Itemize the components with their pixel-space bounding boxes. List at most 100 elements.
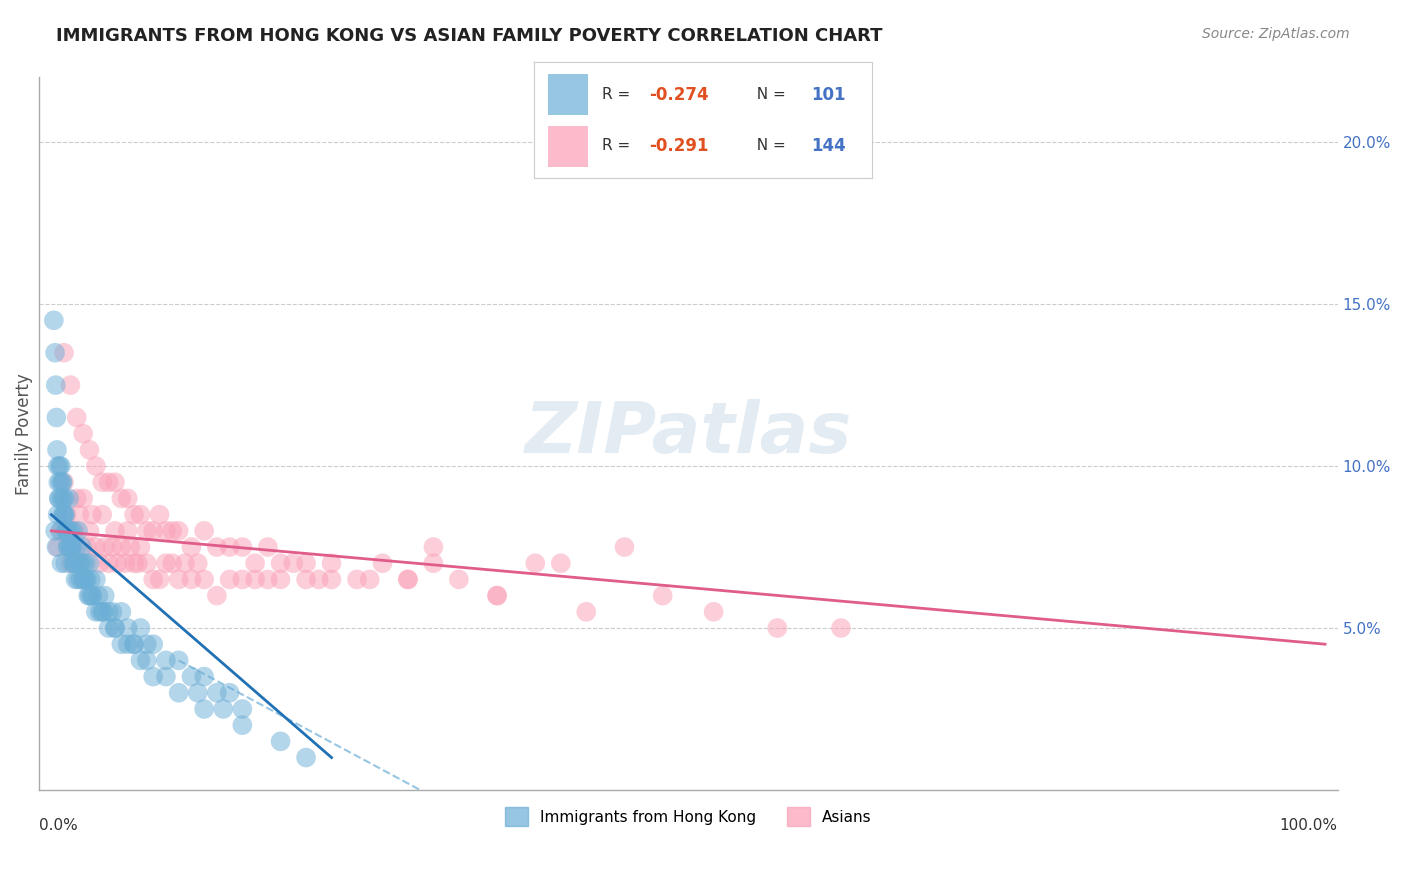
Point [87, 589, 110, 603]
Point [56, 540, 79, 554]
Point [155, 669, 177, 683]
Point [45, 540, 67, 554]
Point [91, 605, 114, 619]
Point [180, 573, 202, 587]
Point [94, 540, 117, 554]
Point [101, 605, 124, 619]
Point [60, 540, 83, 554]
Point [65, 556, 87, 570]
Point [53, 508, 76, 522]
Point [62, 524, 84, 538]
Point [135, 556, 157, 570]
Point [135, 653, 157, 667]
Point [162, 556, 184, 570]
Point [53, 508, 76, 522]
Point [135, 637, 157, 651]
FancyBboxPatch shape [548, 126, 588, 167]
Point [104, 524, 127, 538]
Point [613, 540, 636, 554]
Point [75, 573, 97, 587]
Point [79, 442, 101, 457]
Point [59, 378, 82, 392]
Text: 144: 144 [811, 137, 846, 155]
Point [447, 573, 470, 587]
Text: R =: R = [602, 87, 636, 103]
Point [53, 345, 76, 359]
Point [97, 621, 120, 635]
Point [308, 573, 330, 587]
Point [77, 589, 100, 603]
Text: R =: R = [602, 138, 636, 153]
Point [67, 508, 90, 522]
Point [122, 508, 145, 522]
Point [129, 508, 152, 522]
Point [67, 524, 90, 538]
Point [321, 556, 343, 570]
Point [231, 702, 253, 716]
Point [321, 573, 343, 587]
Point [524, 556, 547, 570]
Point [104, 621, 127, 635]
Point [218, 573, 240, 587]
Point [91, 475, 114, 490]
Point [79, 589, 101, 603]
Point [107, 556, 129, 570]
Point [48, 491, 70, 506]
Point [55, 524, 77, 538]
Point [93, 605, 115, 619]
Point [45, 410, 67, 425]
Point [295, 573, 318, 587]
Point [180, 540, 202, 554]
Point [148, 573, 170, 587]
Point [48, 491, 70, 506]
Point [256, 573, 278, 587]
Point [187, 556, 209, 570]
Text: Source: ZipAtlas.com: Source: ZipAtlas.com [1202, 27, 1350, 41]
Point [218, 686, 240, 700]
Point [550, 556, 572, 570]
Point [129, 540, 152, 554]
Point [122, 637, 145, 651]
Point [193, 524, 215, 538]
Point [84, 540, 107, 554]
Point [97, 605, 120, 619]
Point [256, 540, 278, 554]
Point [142, 573, 165, 587]
Point [84, 573, 107, 587]
Point [243, 556, 266, 570]
Point [117, 524, 139, 538]
Point [66, 410, 89, 425]
Point [129, 621, 152, 635]
Point [110, 491, 132, 506]
Point [62, 556, 84, 570]
Point [76, 573, 98, 587]
Point [104, 621, 127, 635]
Point [346, 573, 368, 587]
Point [53, 491, 76, 506]
Text: -0.291: -0.291 [650, 137, 709, 155]
Point [218, 540, 240, 554]
Point [120, 540, 142, 554]
Point [142, 637, 165, 651]
Point [651, 589, 673, 603]
Point [94, 589, 117, 603]
Point [122, 556, 145, 570]
Legend: Immigrants from Hong Kong, Asians: Immigrants from Hong Kong, Asians [499, 801, 877, 832]
Point [46, 442, 69, 457]
Point [52, 475, 75, 490]
Point [79, 556, 101, 570]
Point [295, 750, 318, 764]
Point [63, 556, 86, 570]
Point [167, 686, 190, 700]
Point [575, 605, 598, 619]
Point [359, 573, 381, 587]
Text: ZIPatlas: ZIPatlas [524, 400, 852, 468]
Point [110, 540, 132, 554]
Point [65, 573, 87, 587]
Point [187, 686, 209, 700]
Point [97, 475, 120, 490]
Point [70, 540, 93, 554]
Point [243, 573, 266, 587]
Point [486, 589, 509, 603]
Point [67, 573, 90, 587]
